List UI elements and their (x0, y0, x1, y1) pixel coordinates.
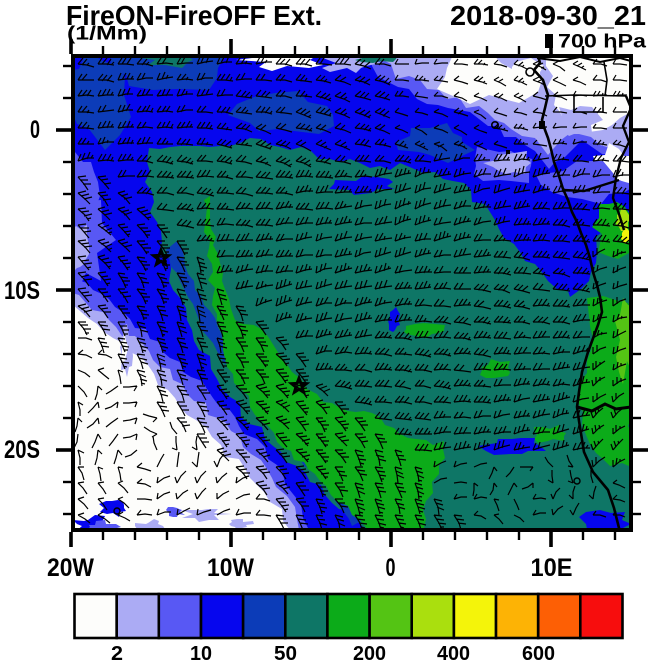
svg-text:0: 0 (30, 116, 40, 144)
svg-text:FireON-FireOFF Ext.: FireON-FireOFF Ext. (66, 0, 322, 31)
svg-text:50: 50 (274, 643, 297, 665)
svg-text:700 hPa: 700 hPa (558, 31, 646, 53)
svg-text:0: 0 (386, 554, 396, 582)
svg-text:400: 400 (437, 643, 470, 665)
svg-text:2018-09-30_21: 2018-09-30_21 (450, 0, 646, 31)
svg-text:10E: 10E (531, 554, 573, 582)
svg-text:10W: 10W (207, 554, 254, 582)
svg-text:20S: 20S (4, 436, 40, 464)
svg-text:20W: 20W (47, 554, 94, 582)
svg-text:600: 600 (522, 643, 555, 665)
svg-text:200: 200 (353, 643, 386, 665)
svg-text:2: 2 (111, 643, 123, 665)
svg-text:10S: 10S (4, 277, 40, 305)
svg-text:(1/Mm): (1/Mm) (67, 23, 147, 45)
svg-text:10: 10 (190, 643, 212, 665)
